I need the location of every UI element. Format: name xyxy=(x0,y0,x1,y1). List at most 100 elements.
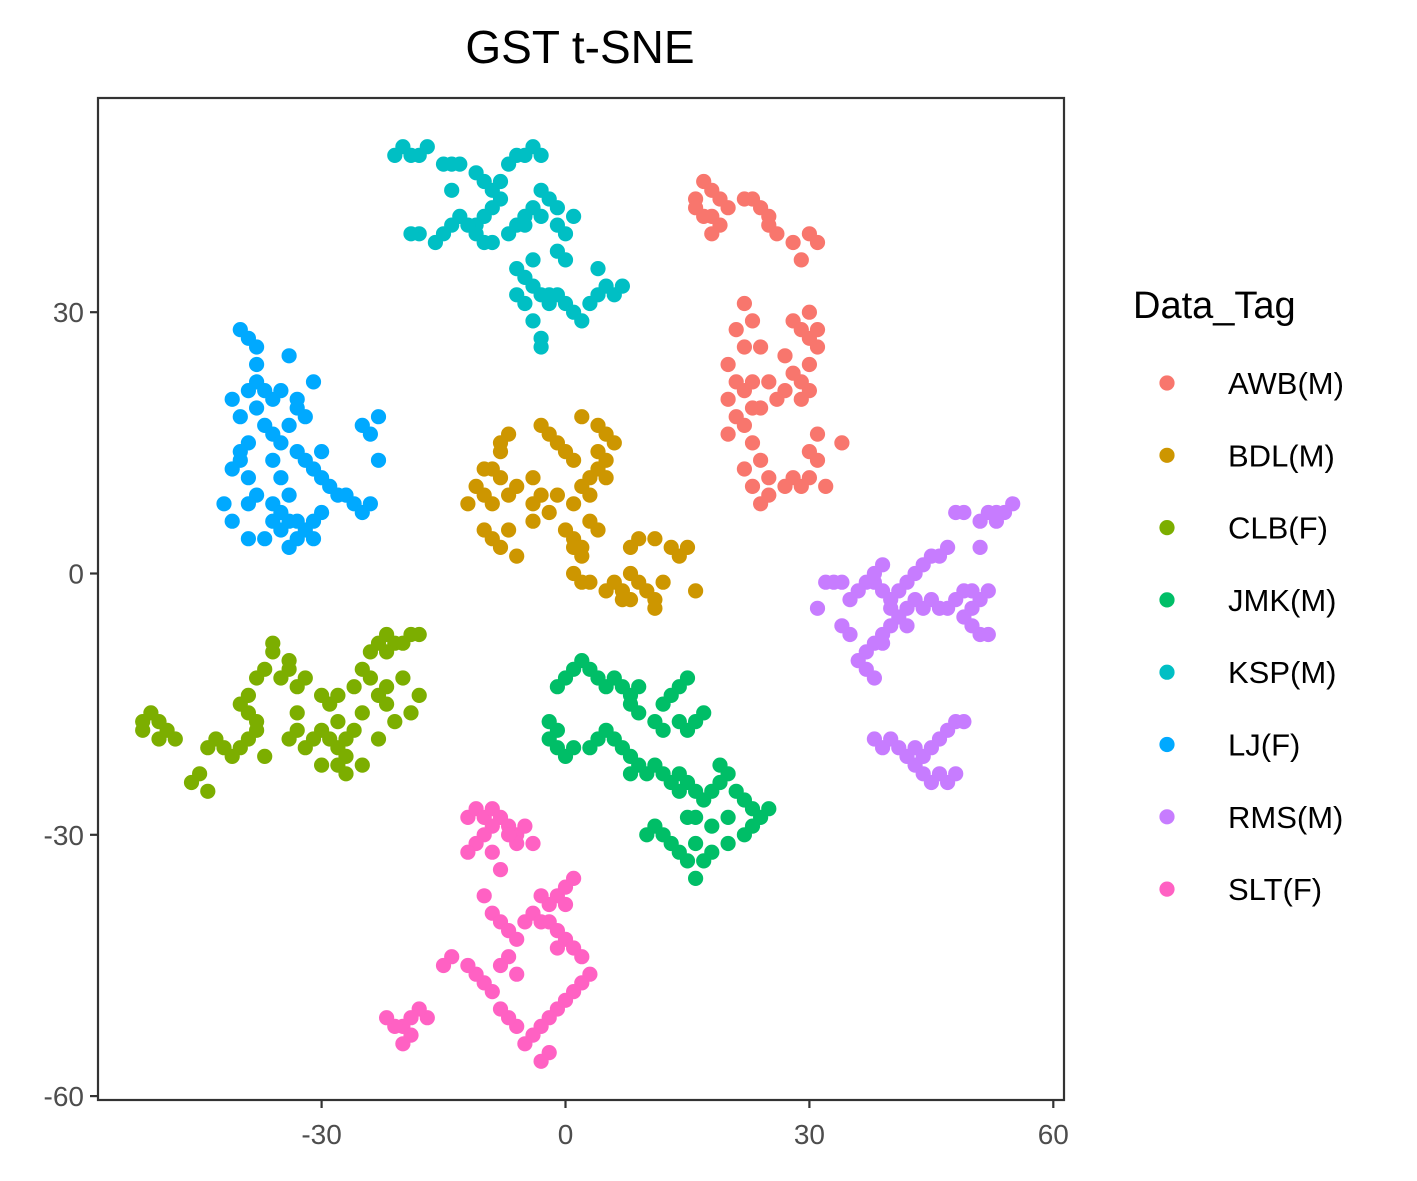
data-point xyxy=(769,226,785,242)
data-point xyxy=(557,252,574,268)
data-point xyxy=(655,722,671,738)
data-point xyxy=(720,835,736,852)
plot-panel xyxy=(96,96,1066,1102)
data-point xyxy=(744,435,761,451)
data-point xyxy=(875,635,891,651)
data-point xyxy=(761,374,777,390)
data-point xyxy=(614,592,631,608)
data-point xyxy=(793,391,809,407)
data-point xyxy=(533,182,549,198)
data-point xyxy=(566,452,582,468)
legend-items: AWB(M) BDL(M) CLB(F) JMK(M) KSP(M) LJ(F) RMS(M… xyxy=(1159,366,1344,907)
legend-label: JMK(M) xyxy=(1228,583,1336,618)
data-point xyxy=(972,539,988,556)
points-layer xyxy=(135,139,1021,1069)
data-point xyxy=(492,1001,509,1017)
data-point xyxy=(777,348,793,364)
data-point xyxy=(517,217,533,233)
data-point xyxy=(785,234,801,251)
x-tick-label: 30 xyxy=(794,1119,825,1150)
data-point xyxy=(907,740,923,756)
data-point xyxy=(387,714,403,730)
data-point xyxy=(289,513,305,529)
data-point xyxy=(379,644,395,660)
data-point xyxy=(574,548,590,564)
data-point xyxy=(631,574,647,590)
data-point xyxy=(818,574,834,590)
data-point xyxy=(216,496,232,512)
data-point xyxy=(606,435,622,451)
legend-item: CLB(F) xyxy=(1159,511,1328,546)
data-point xyxy=(476,888,492,904)
data-point xyxy=(728,322,744,338)
series-BDL(M) xyxy=(460,409,704,616)
data-point xyxy=(517,1036,533,1052)
data-point xyxy=(265,635,281,651)
data-point xyxy=(688,583,704,599)
data-point xyxy=(720,809,736,826)
data-point xyxy=(501,487,517,503)
data-point xyxy=(395,670,411,686)
data-point xyxy=(557,896,574,913)
data-point xyxy=(232,409,248,425)
data-point xyxy=(988,513,1005,529)
data-point xyxy=(249,400,265,416)
data-point xyxy=(232,452,248,468)
data-point xyxy=(509,966,525,982)
y-tick-label: 0 xyxy=(68,559,84,590)
data-point xyxy=(809,234,826,251)
data-point xyxy=(753,452,769,468)
data-point xyxy=(533,888,549,904)
data-point xyxy=(484,234,500,251)
data-point xyxy=(541,504,557,521)
data-point xyxy=(281,539,297,556)
legend-marker xyxy=(1159,520,1175,536)
data-point xyxy=(525,513,541,529)
data-point xyxy=(281,487,297,503)
data-point xyxy=(566,208,582,224)
data-point xyxy=(354,417,370,433)
data-point xyxy=(289,391,305,407)
data-point xyxy=(379,696,395,712)
data-point xyxy=(801,304,818,320)
data-point xyxy=(305,531,322,547)
data-point xyxy=(801,444,818,460)
series-AWB(M) xyxy=(688,173,850,512)
data-point xyxy=(647,600,663,616)
data-point xyxy=(501,827,517,843)
data-point xyxy=(533,1053,549,1069)
data-point xyxy=(362,670,378,686)
data-point xyxy=(956,714,972,730)
data-point xyxy=(297,670,313,686)
chart-title: GST t-SNE xyxy=(465,21,694,73)
data-point xyxy=(273,435,289,451)
legend-label: KSP(M) xyxy=(1228,655,1337,690)
data-point xyxy=(460,844,476,860)
data-point xyxy=(135,722,151,738)
data-point xyxy=(736,339,753,355)
data-point xyxy=(240,687,256,704)
data-point xyxy=(240,496,256,512)
legend-marker xyxy=(1159,881,1175,897)
legend-item: JMK(M) xyxy=(1159,583,1336,618)
data-point xyxy=(582,487,598,503)
data-point xyxy=(744,313,761,329)
data-point xyxy=(801,356,818,373)
data-point xyxy=(370,452,387,468)
x-tick-label: 0 xyxy=(558,1119,574,1150)
data-point xyxy=(346,722,362,738)
data-point xyxy=(289,705,305,721)
data-point xyxy=(273,383,289,399)
legend-label: RMS(M) xyxy=(1228,800,1343,835)
data-point xyxy=(631,531,647,547)
data-point xyxy=(224,391,240,407)
data-point xyxy=(761,470,777,486)
x-tick-label: 60 xyxy=(1038,1119,1069,1150)
legend-marker xyxy=(1159,375,1175,391)
data-point xyxy=(566,870,582,887)
data-point xyxy=(314,757,330,773)
data-point xyxy=(883,600,899,616)
data-point xyxy=(492,862,509,878)
data-point xyxy=(379,1010,395,1026)
